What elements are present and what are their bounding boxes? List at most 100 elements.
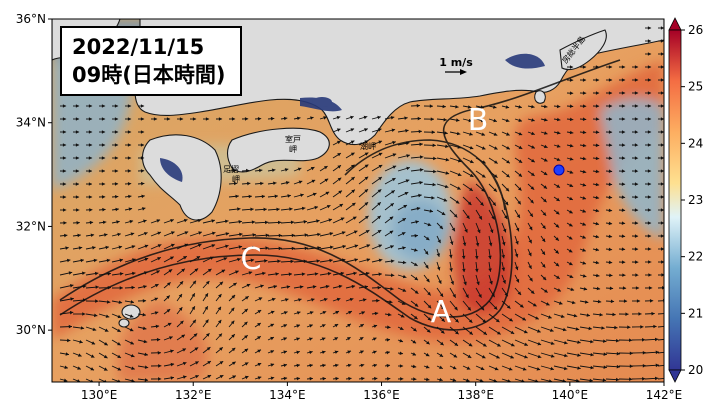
current-vector-head — [182, 361, 187, 366]
current-vector-head — [636, 299, 641, 303]
current-vector-head — [475, 256, 479, 260]
current-vector-head — [647, 156, 652, 160]
current-vector-head — [353, 271, 357, 276]
current-vector-head — [634, 182, 639, 186]
current-vector-head — [328, 218, 332, 222]
current-vector-head — [183, 256, 187, 260]
current-vector-head — [257, 117, 262, 121]
current-vector-head — [244, 362, 249, 366]
current-vector-head — [573, 313, 578, 318]
current-vector-head — [412, 340, 417, 344]
current-vector-head — [597, 299, 602, 304]
current-vector-head — [94, 271, 99, 276]
current-vector-head — [115, 195, 119, 199]
current-vector-head — [569, 117, 574, 122]
current-vector-head — [515, 240, 519, 245]
current-vector-head — [386, 338, 390, 342]
current-vector-head — [418, 129, 422, 134]
current-vector-head — [478, 294, 482, 298]
current-vector-head — [413, 315, 418, 320]
current-vector-head — [321, 350, 326, 354]
current-vector-head — [283, 311, 288, 315]
current-vector-head — [290, 220, 295, 225]
current-vector-head — [405, 179, 410, 183]
current-vector-head — [621, 156, 626, 160]
current-vector-head — [167, 322, 172, 327]
current-vector-head — [114, 104, 119, 108]
current-vector-head — [524, 342, 528, 346]
current-vector-head — [354, 258, 358, 262]
current-vector-head — [157, 257, 161, 261]
current-vector-head — [419, 180, 423, 185]
current-vector-head — [387, 325, 391, 329]
current-vector-head — [608, 104, 613, 108]
current-vector-head — [555, 262, 560, 267]
current-vector-head — [77, 366, 81, 370]
current-vector-head — [468, 343, 473, 347]
longitude-axis: 130°E 132°E 134°E 136°E 138°E 140°E 142°E — [81, 382, 682, 402]
current-vector-head — [590, 339, 594, 344]
current-vector-head — [334, 350, 339, 354]
current-vector-head — [392, 178, 396, 182]
current-vector-head — [78, 246, 83, 250]
current-vector-head — [609, 273, 613, 278]
current-vector-head — [493, 306, 498, 310]
current-vector-head — [426, 377, 430, 382]
current-vector-head — [582, 274, 587, 278]
current-vector-head — [480, 202, 484, 206]
current-vector-shaft — [98, 378, 107, 382]
current-vector-head — [660, 143, 664, 147]
current-vector-head — [661, 260, 664, 264]
current-vector-head — [270, 376, 275, 380]
current-vector-head — [194, 268, 199, 272]
current-vector-head — [442, 104, 446, 109]
current-vector-shaft — [657, 377, 664, 380]
current-vector-head — [296, 363, 300, 368]
current-vector-head — [144, 232, 148, 236]
current-vector-head — [477, 229, 481, 234]
current-vector-head — [660, 26, 664, 30]
current-vector-head — [390, 203, 394, 207]
current-vector-head — [469, 187, 473, 191]
current-vector-head — [493, 118, 497, 123]
current-vector-head — [296, 337, 300, 341]
current-vector-head — [140, 143, 145, 147]
current-vector-head — [402, 246, 406, 250]
current-vector-head — [661, 247, 664, 251]
current-vector-head — [392, 140, 396, 145]
current-vector-head — [283, 116, 288, 121]
current-vector-head — [69, 310, 74, 315]
current-vector-head — [406, 154, 410, 158]
current-vector-head — [291, 233, 295, 238]
current-vector-head — [481, 355, 486, 359]
colorbar-tick-label: 25 — [688, 80, 703, 94]
current-vector-head — [312, 192, 317, 197]
current-vector-head — [80, 326, 85, 330]
current-vector-head — [169, 336, 173, 340]
current-vector-head — [178, 294, 182, 298]
current-vector-head — [392, 165, 397, 169]
current-vector-head — [430, 117, 434, 121]
current-vector-head — [337, 140, 341, 145]
current-vector-head — [660, 169, 664, 173]
current-vector-head — [82, 271, 86, 275]
current-vector-head — [660, 208, 664, 212]
current-vector-head — [219, 281, 223, 286]
current-vector-head — [544, 118, 548, 122]
current-vector-head — [493, 174, 498, 178]
current-vector-head — [510, 330, 515, 334]
current-vector-head — [425, 365, 430, 369]
current-vector-head — [635, 260, 639, 264]
current-vector-head — [195, 361, 199, 365]
current-vector-head — [218, 319, 222, 324]
current-vector-head — [251, 220, 256, 224]
current-vector-head — [88, 104, 93, 108]
current-vector-head — [550, 354, 555, 358]
current-vector-head — [452, 294, 456, 298]
current-vector-head — [452, 366, 457, 370]
current-vector-head — [647, 182, 652, 186]
current-vector-head — [582, 235, 586, 239]
current-vector-head — [117, 328, 121, 332]
current-vector-head — [114, 182, 119, 186]
current-vector-head — [436, 253, 441, 257]
